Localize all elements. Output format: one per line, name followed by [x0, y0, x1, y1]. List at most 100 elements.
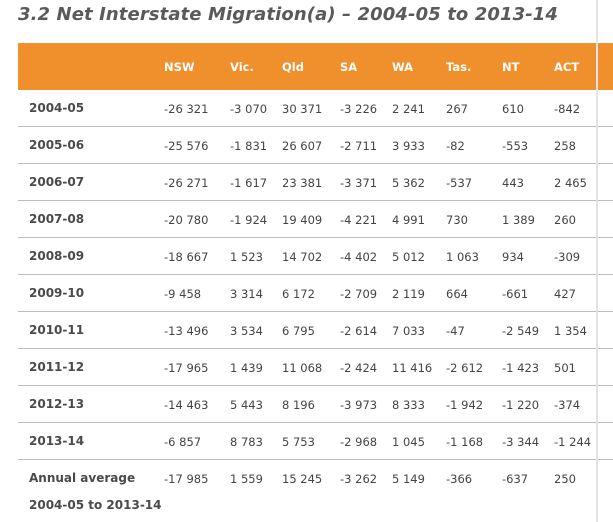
table-cell: -25 576 [164, 139, 209, 153]
table-cell: -18 667 [164, 250, 209, 264]
table-row: 2010-11 -13 496 3 534 6 795 -2 614 7 033 -47 -2… [18, 312, 613, 349]
column-header-nsw: NSW [164, 60, 195, 74]
migration-table: NSW Vic. Qld SA WA Tas. NT ACT 2004-05 -2… [18, 43, 613, 522]
table-cell: 4 991 [392, 213, 425, 227]
table-cell: 8 333 [392, 398, 425, 412]
table-cell: 6 172 [282, 287, 315, 301]
table-cell: -3 344 [502, 435, 540, 449]
column-header-qld: Qld [282, 60, 304, 74]
table-cell: -1 244 [554, 435, 592, 449]
table-row: 2008-09 -18 667 1 523 14 702 -4 402 5 012 1 06… [18, 238, 613, 275]
table-cell: 5 362 [392, 176, 425, 190]
table-cell: 258 [554, 139, 576, 153]
table-row: 2004-05 -26 321 -3 070 30 371 -3 226 2 241 267… [18, 90, 613, 127]
table-cell: 3 933 [392, 139, 425, 153]
table-cell: -2 612 [446, 361, 484, 375]
table-row: 2013-14 -6 857 8 783 5 753 -2 968 1 045 -1 168… [18, 423, 613, 460]
table-cell: -26 321 [164, 102, 209, 116]
table-cell: 267 [446, 102, 468, 116]
row-label: 2009-10 [29, 286, 85, 300]
table-cell: 26 607 [282, 139, 323, 153]
table-cell: 5 753 [282, 435, 315, 449]
table-cell: 730 [446, 213, 468, 227]
table-row: 2011-12 -17 965 1 439 11 068 -2 424 11 416 -2 … [18, 349, 613, 386]
table-cell: -1 617 [230, 176, 268, 190]
table-cell: 8 783 [230, 435, 263, 449]
table-cell: -2 549 [502, 324, 540, 338]
table-cell: -537 [446, 176, 473, 190]
column-header-vic: Vic. [230, 60, 254, 74]
average-label: Annual average [29, 471, 136, 485]
table-cell: 30 371 [282, 102, 323, 116]
table-cell: 8 196 [282, 398, 315, 412]
table-cell: 1 389 [502, 213, 535, 227]
table-cell: 2 241 [392, 102, 425, 116]
column-header-tas: Tas. [446, 60, 472, 74]
table-row: 2012-13 -14 463 5 443 8 196 -3 973 8 333 -1 94… [18, 386, 613, 423]
table-cell: -26 271 [164, 176, 209, 190]
table-cell: 2 465 [554, 176, 587, 190]
table-cell: 11 068 [282, 361, 323, 375]
table-cell: -1 942 [446, 398, 484, 412]
table-cell: -4 221 [340, 213, 378, 227]
column-header-wa: WA [392, 60, 414, 74]
table-cell: -2 614 [340, 324, 378, 338]
table-row: 2006-07 -26 271 -1 617 23 381 -3 371 5 362 -53… [18, 164, 613, 201]
table-cell: 2 119 [392, 287, 425, 301]
table-cell: -17 965 [164, 361, 209, 375]
table-cell: 1 439 [230, 361, 263, 375]
table-cell: -553 [502, 139, 529, 153]
average-cell: 1 559 [230, 472, 263, 486]
average-cell: -17 985 [164, 472, 209, 486]
table-cell: 19 409 [282, 213, 323, 227]
table-cell: -3 226 [340, 102, 378, 116]
table-cell: -1 924 [230, 213, 268, 227]
column-header-sa: SA [340, 60, 358, 74]
row-label: 2013-14 [29, 434, 85, 448]
table-cell: -1 423 [502, 361, 540, 375]
table-cell: -4 402 [340, 250, 378, 264]
row-label: 2011-12 [29, 360, 85, 374]
average-cell: -3 262 [340, 472, 378, 486]
table-cell: -82 [446, 139, 465, 153]
table-cell: -3 070 [230, 102, 268, 116]
table-row: 2009-10 -9 458 3 314 6 172 -2 709 2 119 664 -66… [18, 275, 613, 312]
table-cell: -3 973 [340, 398, 378, 412]
table-cell: -2 711 [340, 139, 378, 153]
table-cell: -9 458 [164, 287, 202, 301]
page-title: 3.2 Net Interstate Migration(a) – 2004-0… [18, 4, 559, 25]
row-label: 2004-05 [29, 101, 85, 115]
table-cell: 934 [502, 250, 524, 264]
table-row: 2005-06 -25 576 -1 831 26 607 -2 711 3 933 -82… [18, 127, 613, 164]
table-cell: 1 063 [446, 250, 479, 264]
average-cell: 250 [554, 472, 576, 486]
average-cell: -637 [502, 472, 529, 486]
table-header: NSW Vic. Qld SA WA Tas. NT ACT [18, 43, 613, 90]
table-cell: -2 968 [340, 435, 378, 449]
table-cell: 5 443 [230, 398, 263, 412]
average-cell: 15 245 [282, 472, 323, 486]
table-cell: -13 496 [164, 324, 209, 338]
row-label: 2012-13 [29, 397, 85, 411]
table-cell: -2 709 [340, 287, 378, 301]
table-cell: 3 534 [230, 324, 263, 338]
table-cell: -14 463 [164, 398, 209, 412]
table-cell: 7 033 [392, 324, 425, 338]
table-cell: 3 314 [230, 287, 263, 301]
table-cell: 23 381 [282, 176, 323, 190]
table-cell: -1 168 [446, 435, 484, 449]
table-cell: 443 [502, 176, 524, 190]
table-cell: -2 424 [340, 361, 378, 375]
table-cell: -3 371 [340, 176, 378, 190]
table-cell: 1 354 [554, 324, 587, 338]
table-cell: 11 416 [392, 361, 433, 375]
table-cell: 5 012 [392, 250, 425, 264]
table-cell: 610 [502, 102, 524, 116]
table-cell: -47 [446, 324, 465, 338]
table-cell: 260 [554, 213, 576, 227]
table-cell: -661 [502, 287, 529, 301]
table-row: 2007-08 -20 780 -1 924 19 409 -4 221 4 991 730… [18, 201, 613, 238]
row-label: 2006-07 [29, 175, 85, 189]
table-cell: -6 857 [164, 435, 202, 449]
table-cell: -1 831 [230, 139, 268, 153]
